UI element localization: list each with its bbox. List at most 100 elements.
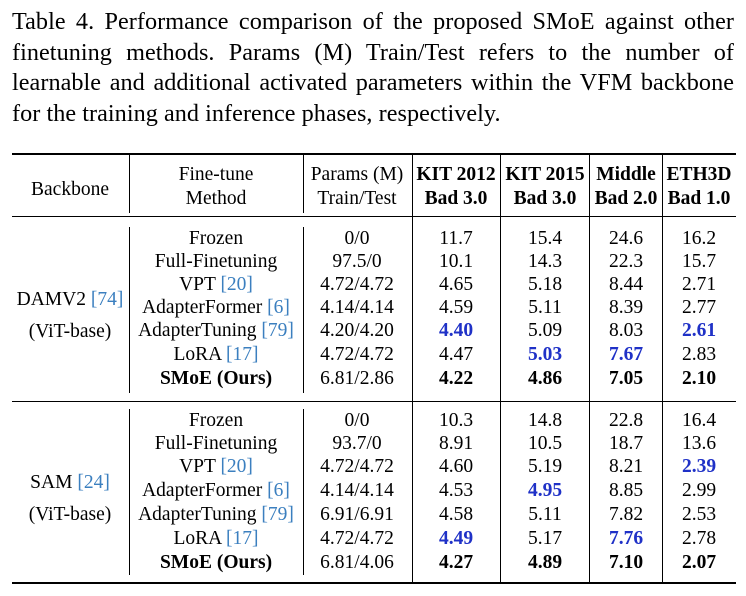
method-cell: Full-Finetuning — [154, 433, 278, 454]
kit2012-cell: 8.91 — [438, 433, 474, 454]
backbone-sub: (ViT-base) — [28, 504, 112, 525]
kit2012-cell: 4.65 — [438, 274, 474, 295]
citation-link[interactable]: [20] — [220, 274, 253, 295]
method-name: AdapterFormer — [142, 480, 263, 501]
middle-cell: 7.82 — [608, 504, 644, 525]
middle-cell: 8.21 — [608, 456, 644, 477]
eth3d-cell-best: 2.07 — [681, 552, 717, 573]
citation-link[interactable]: [17] — [226, 528, 259, 549]
group-rule — [12, 401, 736, 402]
eth3d-cell: 2.77 — [681, 297, 717, 318]
backbone-label: DAMV2 [74] — [17, 288, 124, 312]
params-cell: 4.72/4.72 — [320, 528, 394, 549]
header-eth3d-line2: Bad 1.0 — [667, 188, 731, 209]
kit2015-cell: 14.3 — [527, 251, 563, 272]
kit2012-cell: 4.59 — [438, 297, 474, 318]
method-cell: LoRA [17] — [173, 527, 258, 551]
eth3d-cell-highlight: 2.61 — [681, 320, 717, 341]
method-name: AdapterTuning — [138, 504, 257, 525]
method-cell: VPT [20] — [179, 455, 253, 479]
col-divider-backbone — [129, 155, 130, 213]
eth3d-cell-highlight: 2.39 — [681, 456, 717, 477]
col-divider-middle — [662, 155, 663, 582]
params-cell: 97.5/0 — [332, 251, 382, 272]
eth3d-cell: 13.6 — [681, 433, 717, 454]
kit2012-cell: 4.53 — [438, 480, 474, 501]
kit2015-cell: 5.19 — [527, 456, 563, 477]
eth3d-cell: 16.4 — [681, 410, 717, 431]
kit2015-cell-best: 4.89 — [527, 552, 563, 573]
citation-link[interactable]: [6] — [267, 297, 290, 318]
kit2015-cell: 10.5 — [527, 433, 563, 454]
col-divider-params — [412, 155, 413, 582]
kit2015-cell: 5.09 — [527, 320, 563, 341]
params-cell: 6.81/2.86 — [320, 368, 394, 389]
kit2015-cell: 5.18 — [527, 274, 563, 295]
backbone-sub: (ViT-base) — [28, 321, 112, 342]
header-params-line2: Train/Test — [317, 188, 397, 209]
kit2012-cell: 4.58 — [438, 504, 474, 525]
method-cell: LoRA [17] — [173, 343, 258, 367]
params-cell: 4.72/4.72 — [320, 274, 394, 295]
kit2012-cell-highlight: 4.49 — [438, 528, 474, 549]
kit2015-cell: 14.8 — [527, 410, 563, 431]
kit2015-cell-highlight: 5.03 — [527, 344, 563, 365]
bottom-rule — [12, 582, 736, 584]
kit2012-cell-best: 4.22 — [438, 368, 474, 389]
citation-link[interactable]: [24] — [77, 472, 110, 493]
middle-cell-best: 7.05 — [608, 368, 644, 389]
kit2012-cell: 4.60 — [438, 456, 474, 477]
params-cell: 6.81/4.06 — [320, 552, 394, 573]
kit2012-cell: 11.7 — [439, 228, 473, 249]
middle-cell: 8.85 — [608, 480, 644, 501]
kit2015-cell: 15.4 — [527, 228, 563, 249]
table-caption: Table 4. Performance comparison of the p… — [12, 8, 734, 127]
backbone-name: SAM — [30, 472, 73, 493]
header-middle-line2: Bad 2.0 — [594, 188, 658, 209]
header-method-line2: Method — [185, 188, 247, 209]
citation-link[interactable]: [20] — [220, 456, 253, 477]
citation-link[interactable]: [74] — [90, 289, 124, 310]
eth3d-cell: 2.99 — [681, 480, 717, 501]
params-cell: 4.14/4.14 — [320, 297, 394, 318]
backbone-label: SAM [24] — [30, 471, 110, 495]
method-cell-ours: SMoE (Ours) — [159, 368, 273, 389]
citation-link[interactable]: [17] — [226, 344, 259, 365]
middle-cell-highlight: 7.67 — [608, 344, 644, 365]
middle-cell: 8.39 — [608, 297, 644, 318]
eth3d-cell: 15.7 — [681, 251, 717, 272]
col-divider-backbone — [129, 227, 130, 393]
method-name: LoRA — [173, 528, 222, 549]
kit2012-cell: 10.1 — [438, 251, 474, 272]
kit2012-cell: 4.47 — [438, 344, 474, 365]
header-kit2015-line2: Bad 3.0 — [513, 188, 577, 209]
middle-cell: 24.6 — [608, 228, 644, 249]
citation-link[interactable]: [79] — [261, 320, 294, 341]
citation-link[interactable]: [6] — [267, 480, 290, 501]
method-cell: AdapterFormer [6] — [142, 296, 290, 320]
header-kit2012-line1: KIT 2012 — [416, 164, 496, 185]
kit2015-cell: 5.11 — [528, 297, 562, 318]
params-cell: 4.20/4.20 — [320, 320, 394, 341]
eth3d-cell: 2.78 — [681, 528, 717, 549]
eth3d-cell: 2.53 — [681, 504, 717, 525]
method-cell: VPT [20] — [179, 273, 253, 297]
method-cell: AdapterTuning [79] — [138, 319, 294, 343]
method-name: VPT — [179, 456, 216, 477]
eth3d-cell: 16.2 — [681, 228, 717, 249]
middle-cell: 22.8 — [608, 410, 644, 431]
citation-link[interactable]: [79] — [261, 504, 294, 525]
method-cell: Frozen — [188, 410, 244, 431]
kit2012-cell: 10.3 — [438, 410, 474, 431]
top-rule — [12, 153, 736, 155]
middle-cell: 8.44 — [608, 274, 644, 295]
header-method-line1: Fine-tune — [178, 164, 254, 185]
middle-cell: 18.7 — [608, 433, 644, 454]
header-kit2012-line2: Bad 3.0 — [424, 188, 488, 209]
kit2012-cell-highlight: 4.40 — [438, 320, 474, 341]
method-name: AdapterFormer — [142, 297, 263, 318]
params-cell: 93.7/0 — [332, 433, 382, 454]
kit2012-cell-best: 4.27 — [438, 552, 474, 573]
middle-cell: 22.3 — [608, 251, 644, 272]
eth3d-cell: 2.83 — [681, 344, 717, 365]
